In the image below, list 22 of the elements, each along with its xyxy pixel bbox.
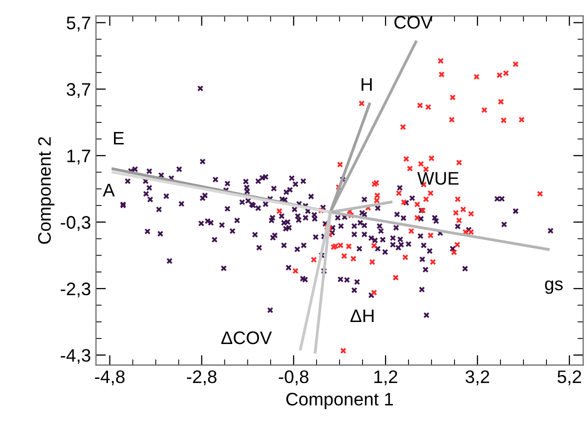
series-label: ΔCOV xyxy=(221,331,272,344)
series-label: gs xyxy=(545,280,563,294)
x-tick-label: -4,8 xyxy=(95,370,125,386)
y-tick-label: 3,7 xyxy=(66,83,90,98)
y-axis-title: Component 2 xyxy=(38,137,54,244)
x-tick-label: -2,8 xyxy=(186,370,216,386)
series-label: A xyxy=(102,184,115,196)
series-label: COV xyxy=(394,16,433,29)
y-tick-label: 5,7 xyxy=(66,16,90,32)
y-tick-label: -0,3 xyxy=(60,216,90,231)
y-tick-label: -2,3 xyxy=(60,282,90,298)
x-tick-label: 1,2 xyxy=(374,370,398,386)
x-tick-label: 5,2 xyxy=(558,370,582,386)
y-tick-label: 1,7 xyxy=(67,150,90,164)
x-axis-title: Component 1 xyxy=(286,392,393,410)
series-label: E xyxy=(114,132,124,144)
series-label: WUE xyxy=(417,172,459,185)
x-tick-label: 3,2 xyxy=(466,370,490,386)
series-label: H xyxy=(362,78,372,91)
x-tick-label: -0,8 xyxy=(278,370,308,386)
series-label: ΔH xyxy=(350,310,374,322)
y-tick-label: -4,3 xyxy=(60,349,90,364)
